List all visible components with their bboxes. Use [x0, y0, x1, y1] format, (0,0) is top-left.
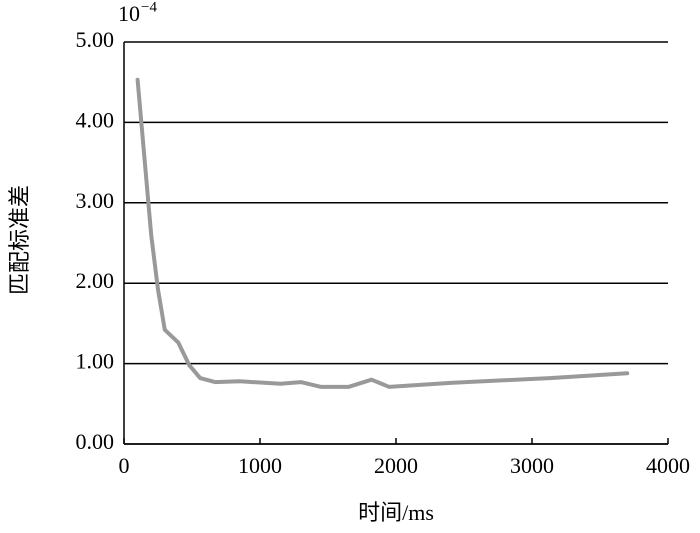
y-tick-label: 5.00 [76, 27, 115, 52]
x-tick-label: 3000 [510, 453, 554, 478]
y-tick-label: 1.00 [76, 349, 115, 374]
y-tick-label: 3.00 [76, 188, 115, 213]
x-tick-label: 0 [119, 453, 130, 478]
line-series [135, 77, 630, 389]
y-scale-base: 10 [118, 1, 140, 26]
x-tick-label: 4000 [646, 453, 690, 478]
x-axis-label: 时间/ms [358, 500, 434, 525]
y-tick-label: 4.00 [76, 107, 115, 132]
x-tick-label: 1000 [238, 453, 282, 478]
y-tick-label: 2.00 [76, 268, 115, 293]
x-tick-label: 2000 [374, 453, 418, 478]
y-axis-label: 匹配标准差 [7, 185, 32, 295]
y-tick-label: 0.00 [76, 429, 115, 454]
y-scale-exponent: −4 [141, 0, 157, 15]
